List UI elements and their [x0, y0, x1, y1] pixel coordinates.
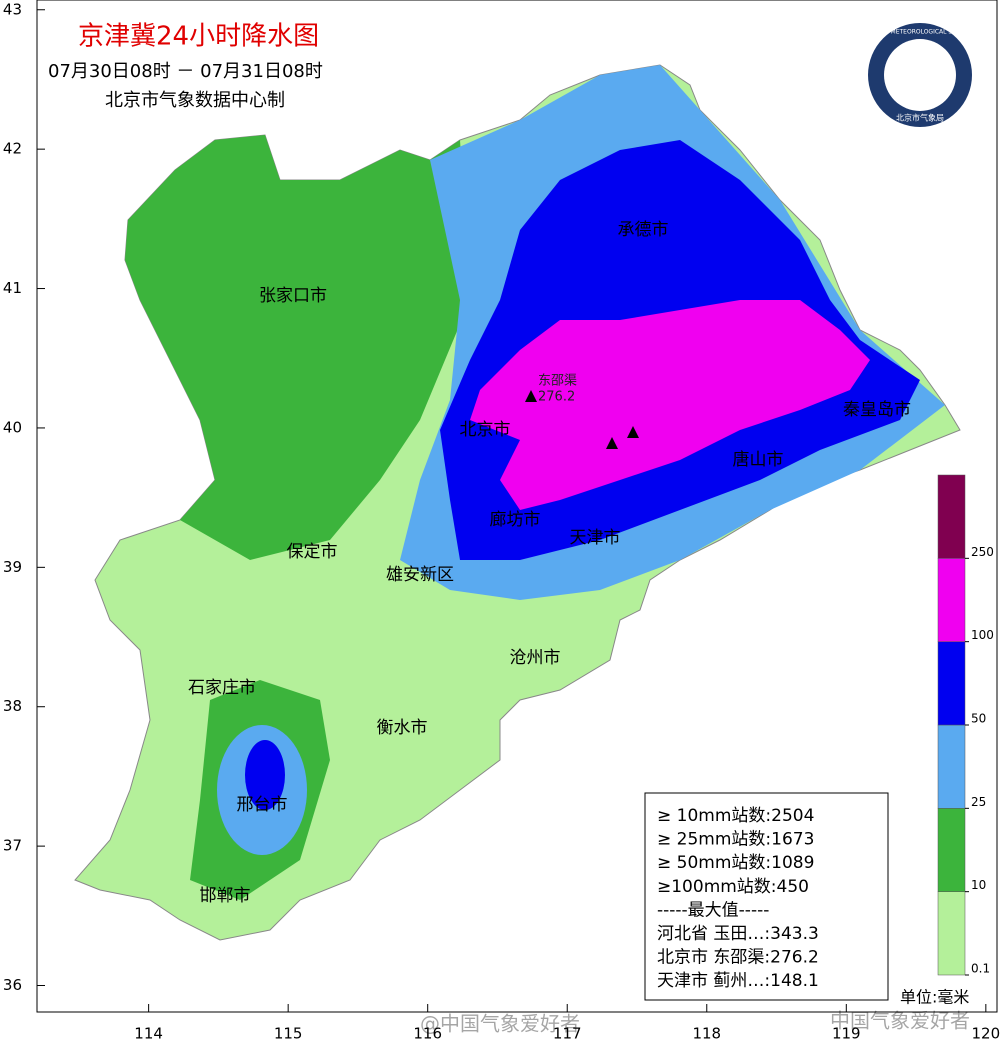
x-tick-label: 119: [832, 1025, 861, 1043]
stats-line: ≥ 50mm站数:1089: [657, 853, 814, 873]
legend-swatch: [937, 558, 966, 642]
stats-line: ≥ 10mm站数:2504: [657, 806, 814, 826]
city-label: 保定市: [287, 542, 338, 562]
x-tick-label: 118: [692, 1025, 721, 1043]
y-tick-label: 41: [3, 279, 22, 297]
region-rainstorm: [245, 740, 285, 810]
station-value: 276.2: [538, 390, 575, 405]
city-label: 邯郸市: [200, 886, 251, 906]
x-tick-label: 114: [134, 1025, 163, 1043]
city-label: 雄安新区: [386, 565, 454, 585]
rain-shading: [74, 64, 961, 941]
x-tick-label: 117: [553, 1025, 582, 1043]
city-label: 张家口市: [259, 286, 327, 306]
legend-swatch: [937, 891, 966, 976]
x-tick-label: 120: [972, 1025, 1000, 1043]
region-moderate-rain: [125, 135, 470, 560]
logo-ring-text: BEIJING METEOROLOGICAL SERVICE: [866, 29, 974, 36]
station-marker: [627, 426, 639, 438]
city-label: 承德市: [618, 220, 669, 240]
city-label: 邢台市: [237, 795, 288, 815]
legend-unit: 单位:毫米: [900, 988, 969, 1007]
station-marker: [525, 390, 537, 402]
legend-label: 10: [971, 878, 986, 892]
city-label: 衡水市: [377, 718, 428, 738]
city-label: 唐山市: [733, 449, 784, 470]
legend-swatch: [937, 641, 966, 726]
legend-label: 100: [971, 628, 994, 642]
producer: 北京市气象数据中心制: [105, 90, 285, 111]
y-tick-label: 37: [3, 837, 22, 855]
y-tick-label: 36: [3, 976, 22, 994]
watermark: 中国气象爱好者: [830, 1009, 970, 1033]
city-label: 秦皇岛市: [843, 400, 911, 420]
y-tick-label: 39: [3, 558, 22, 576]
city-label: 天津市: [570, 528, 621, 548]
region-heavy-rainstorm: [470, 300, 870, 510]
logo: BEIJING METEOROLOGICAL SERVICE 北京市气象局: [866, 23, 974, 127]
station-marker: [606, 437, 618, 449]
watermark: @中国气象爱好者: [420, 1012, 580, 1036]
y-tick-label: 43: [3, 0, 22, 18]
logo-name: 北京市气象局: [896, 113, 944, 123]
legend-label: 0.1: [971, 962, 990, 976]
x-tick-label: 116: [413, 1025, 442, 1043]
logo-inner: [884, 39, 956, 111]
stats-line: ≥100mm站数:450: [657, 877, 809, 897]
stats-line: 河北省 玉田…:343.3: [657, 924, 819, 944]
legend-swatch: [937, 474, 966, 559]
period: 07月30日08时 － 07月31日08时: [48, 61, 323, 82]
city-label: 石家庄市: [188, 678, 256, 698]
legend-swatch: [937, 808, 966, 892]
y-tick-label: 40: [3, 418, 22, 436]
stats-line: ≥ 25mm站数:1673: [657, 830, 814, 850]
stats-box: [644, 792, 889, 1001]
city-label: 北京市: [460, 420, 511, 440]
legend-swatch: [937, 724, 966, 809]
stats-line: 天津市 蓟州…:148.1: [657, 971, 819, 991]
title: 京津冀24小时降水图: [78, 22, 319, 52]
legend-label: 250: [971, 545, 994, 559]
station-name: 东邵渠: [538, 374, 577, 389]
stats-line: -----最大值-----: [657, 900, 769, 920]
y-tick-label: 38: [3, 697, 22, 715]
legend-label: 50: [971, 712, 986, 726]
stats-line: 北京市 东邵渠:276.2: [657, 948, 819, 968]
city-label: 沧州市: [510, 648, 561, 668]
legend-label: 25: [971, 795, 986, 809]
city-label: 廊坊市: [490, 510, 541, 530]
x-tick-label: 115: [274, 1025, 303, 1043]
y-tick-label: 42: [3, 140, 22, 158]
